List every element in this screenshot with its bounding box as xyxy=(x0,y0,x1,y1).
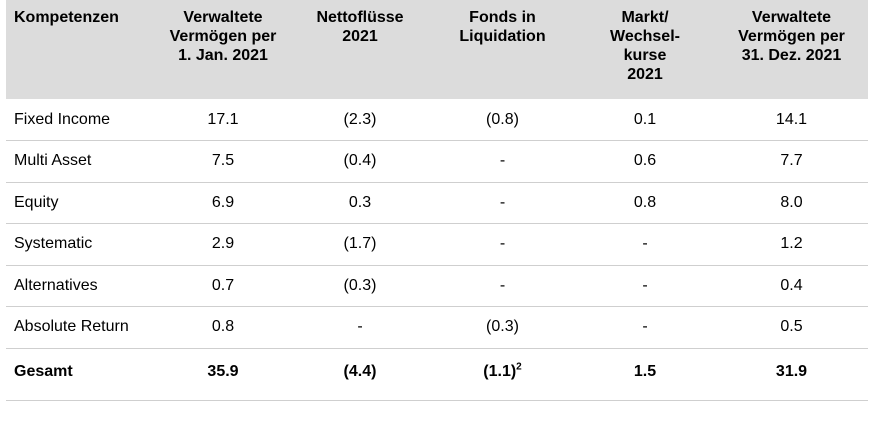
table-row: Equity 6.9 0.3 - 0.8 8.0 xyxy=(6,182,868,224)
cell-aum-start: 2.9 xyxy=(156,223,290,266)
cell-aum-end: 14.1 xyxy=(715,99,868,141)
table-header: Kompetenzen Verwaltete Vermögen per 1. J… xyxy=(6,0,868,99)
header-line: Verwaltete xyxy=(183,9,263,26)
total-row: Gesamt 35.9 (4.4) (1.1)2 1.5 31.9 xyxy=(6,348,868,401)
header-line: Verwaltete xyxy=(751,9,832,26)
header-net-flows: Nettoflüsse 2021 xyxy=(290,0,430,99)
cell-market-fx: 0.6 xyxy=(575,140,715,183)
cell-aum-start: 7.5 xyxy=(156,140,290,183)
cell-aum-start: 17.1 xyxy=(156,99,290,141)
assets-table-container: Kompetenzen Verwaltete Vermögen per 1. J… xyxy=(6,0,868,401)
cell-market-fx: 0.1 xyxy=(575,99,715,141)
header-aum-end: Verwaltete Vermögen per 31. Dez. 2021 xyxy=(715,0,868,99)
row-label: Multi Asset xyxy=(6,140,156,183)
header-kompetenzen: Kompetenzen xyxy=(6,0,156,99)
total-funds-liquidation-value: (1.1) xyxy=(483,363,517,380)
header-funds-liquidation: Fonds in Liquidation xyxy=(430,0,575,99)
cell-market-fx: 0.8 xyxy=(575,182,715,224)
cell-funds-liquidation: - xyxy=(430,223,575,266)
row-label: Alternatives xyxy=(6,265,156,307)
cell-net-flows: (0.3) xyxy=(290,265,430,307)
table-row: Systematic 2.9 (1.7) - - 1.2 xyxy=(6,223,868,266)
cell-net-flows: - xyxy=(290,306,430,349)
header-line: Kompetenzen xyxy=(14,9,119,26)
header-market-fx: Markt/ Wechsel- kurse 2021 xyxy=(575,0,715,99)
row-label: Equity xyxy=(6,182,156,224)
header-aum-start: Verwaltete Vermögen per 1. Jan. 2021 xyxy=(156,0,290,99)
total-market-fx: 1.5 xyxy=(575,348,715,401)
cell-net-flows: (0.4) xyxy=(290,140,430,183)
cell-market-fx: - xyxy=(575,306,715,349)
total-label: Gesamt xyxy=(6,348,156,401)
header-line: Fonds in xyxy=(469,9,536,26)
total-aum-start: 35.9 xyxy=(156,348,290,401)
row-label: Systematic xyxy=(6,223,156,266)
cell-funds-liquidation: - xyxy=(430,140,575,183)
row-label: Fixed Income xyxy=(6,99,156,141)
table-body: Fixed Income 17.1 (2.3) (0.8) 0.1 14.1 M… xyxy=(6,99,868,401)
header-line: Nettoflüsse xyxy=(316,9,404,26)
cell-funds-liquidation: (0.3) xyxy=(430,306,575,349)
table-row: Alternatives 0.7 (0.3) - - 0.4 xyxy=(6,265,868,307)
header-row: Kompetenzen Verwaltete Vermögen per 1. J… xyxy=(6,0,868,99)
cell-aum-end: 8.0 xyxy=(715,182,868,224)
header-line: Vermögen per xyxy=(738,28,845,45)
header-line: Wechsel- xyxy=(610,28,680,45)
cell-aum-end: 0.5 xyxy=(715,306,868,349)
cell-market-fx: - xyxy=(575,265,715,307)
header-line: 31. Dez. 2021 xyxy=(741,47,842,64)
cell-aum-start: 6.9 xyxy=(156,182,290,224)
table-row: Multi Asset 7.5 (0.4) - 0.6 7.7 xyxy=(6,140,868,183)
row-label: Absolute Return xyxy=(6,306,156,349)
table-row: Absolute Return 0.8 - (0.3) - 0.5 xyxy=(6,306,868,349)
cell-market-fx: - xyxy=(575,223,715,266)
cell-funds-liquidation: (0.8) xyxy=(430,99,575,141)
header-line: Markt/ xyxy=(621,9,669,26)
header-line: 2021 xyxy=(627,66,663,83)
cell-aum-end: 1.2 xyxy=(715,223,868,266)
header-line: 1. Jan. 2021 xyxy=(178,47,268,64)
cell-aum-start: 0.8 xyxy=(156,306,290,349)
cell-funds-liquidation: - xyxy=(430,182,575,224)
cell-aum-end: 7.7 xyxy=(715,140,868,183)
cell-net-flows: 0.3 xyxy=(290,182,430,224)
table-row: Fixed Income 17.1 (2.3) (0.8) 0.1 14.1 xyxy=(6,99,868,141)
cell-net-flows: (1.7) xyxy=(290,223,430,266)
total-funds-liquidation: (1.1)2 xyxy=(430,348,575,401)
header-line: Vermögen per xyxy=(169,28,277,45)
cell-funds-liquidation: - xyxy=(430,265,575,307)
cell-aum-end: 0.4 xyxy=(715,265,868,307)
assets-under-management-table: Kompetenzen Verwaltete Vermögen per 1. J… xyxy=(6,0,868,401)
header-line: kurse xyxy=(623,47,667,64)
cell-net-flows: (2.3) xyxy=(290,99,430,141)
header-line: 2021 xyxy=(342,28,378,45)
total-aum-end: 31.9 xyxy=(715,348,868,401)
header-line: Liquidation xyxy=(459,28,546,45)
footnote-marker: 2 xyxy=(516,361,522,373)
cell-aum-start: 0.7 xyxy=(156,265,290,307)
total-net-flows: (4.4) xyxy=(290,348,430,401)
